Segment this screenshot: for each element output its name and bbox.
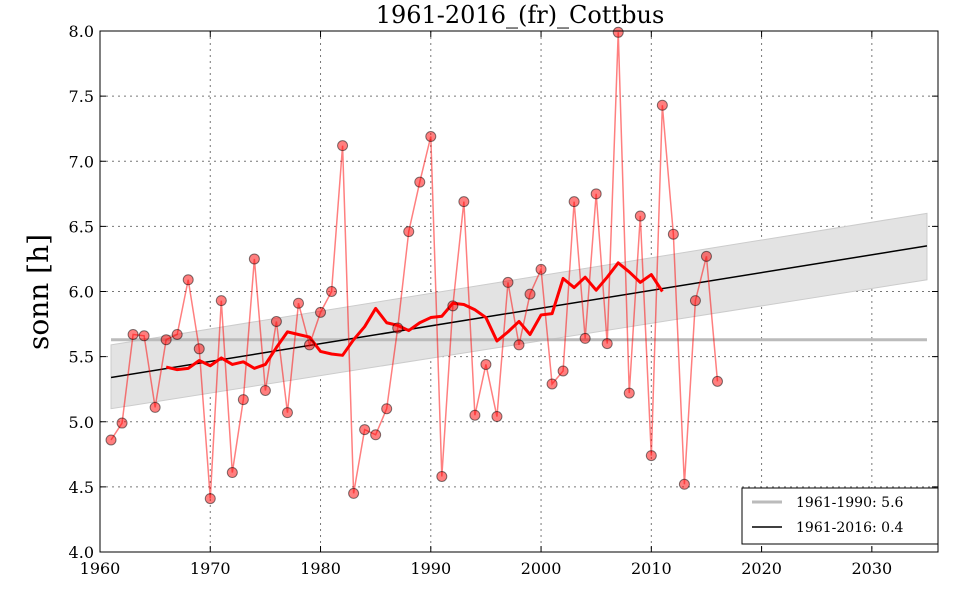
data-point	[160, 334, 172, 346]
data-point	[348, 487, 360, 499]
y-tick-label: 5.5	[69, 348, 94, 367]
data-point	[226, 467, 238, 479]
data-point	[315, 306, 327, 318]
data-point	[337, 140, 349, 152]
data-point	[568, 196, 580, 208]
data-point	[623, 387, 635, 399]
data-point	[513, 339, 525, 351]
data-point	[326, 286, 338, 297]
y-tick-label: 6.0	[69, 283, 94, 302]
data-point	[447, 300, 459, 312]
data-point	[634, 210, 646, 222]
data-point	[425, 131, 437, 143]
legend-label-trend: 1961-2016: 0.4	[796, 520, 904, 536]
x-tick-label: 2000	[521, 559, 562, 578]
data-point	[667, 228, 679, 240]
data-point	[392, 322, 404, 334]
data-point	[359, 424, 371, 436]
data-point	[469, 409, 481, 421]
legend-label-mean: 1961-1990: 5.6	[796, 495, 904, 511]
x-tick-label: 2010	[631, 559, 672, 578]
data-point	[193, 343, 205, 355]
y-tick-label: 6.5	[69, 217, 94, 236]
data-point	[458, 196, 470, 208]
y-tick-label: 4.5	[69, 478, 94, 497]
data-point	[601, 338, 613, 350]
x-tick-label: 2020	[741, 559, 782, 578]
data-point	[171, 328, 183, 340]
data-point	[127, 328, 139, 340]
data-point	[281, 407, 293, 419]
data-point	[678, 478, 690, 490]
data-point	[491, 411, 503, 423]
data-point	[259, 384, 271, 396]
data-point	[436, 470, 448, 482]
y-tick-label: 7.0	[69, 152, 94, 171]
y-axis: 4.0 4.5 5.0 5.5 6.0 6.5 7.0 7.5 8.0	[69, 22, 938, 562]
annual-values-line	[110, 32, 719, 499]
data-point	[711, 375, 723, 387]
data-point	[381, 403, 393, 415]
chart-title: 1961-2016_(fr)_Cottbus	[376, 1, 665, 29]
x-tick-label: 1960	[80, 559, 121, 578]
data-points	[105, 26, 723, 505]
data-point	[149, 401, 161, 413]
data-point	[524, 288, 536, 300]
data-point	[370, 429, 382, 441]
series-lines	[110, 32, 928, 499]
data-point	[292, 297, 304, 309]
data-point	[546, 378, 558, 390]
data-point	[590, 188, 602, 200]
moving-average-line	[165, 261, 664, 372]
legend: 1961-1990: 5.6 1961-2016: 0.4	[741, 487, 939, 545]
data-point	[215, 295, 227, 307]
data-point	[138, 330, 150, 342]
data-point	[535, 263, 547, 275]
data-point	[414, 176, 426, 188]
y-tick-label: 4.0	[69, 543, 94, 562]
data-point	[304, 339, 315, 351]
y-tick-label: 5.0	[69, 413, 94, 432]
y-axis-label: sonn [h]	[22, 234, 55, 350]
data-point	[270, 315, 282, 327]
data-point	[248, 253, 260, 265]
legend-box	[741, 487, 939, 545]
data-point	[105, 434, 117, 446]
data-point	[480, 358, 492, 370]
data-point	[116, 417, 128, 429]
data-point	[182, 274, 194, 286]
data-point	[656, 99, 668, 111]
data-point	[557, 365, 569, 377]
x-tick-label: 1980	[300, 559, 341, 578]
y-tick-label: 7.5	[69, 87, 94, 106]
data-point	[645, 450, 657, 462]
trend-line	[110, 245, 928, 379]
data-point	[502, 276, 514, 288]
data-point	[579, 332, 591, 344]
data-point	[689, 295, 701, 307]
x-axis: 1960 1970 1980 1990 2000 2010 2020 2030	[80, 31, 892, 578]
x-tick-label: 2030	[851, 559, 892, 578]
data-point	[237, 394, 249, 406]
data-point	[700, 250, 712, 262]
y-tick-label: 8.0	[69, 22, 94, 41]
data-point	[612, 26, 624, 38]
x-tick-label: 1990	[410, 559, 451, 578]
data-point	[204, 493, 216, 505]
data-point	[403, 226, 415, 238]
x-tick-label: 1970	[190, 559, 231, 578]
